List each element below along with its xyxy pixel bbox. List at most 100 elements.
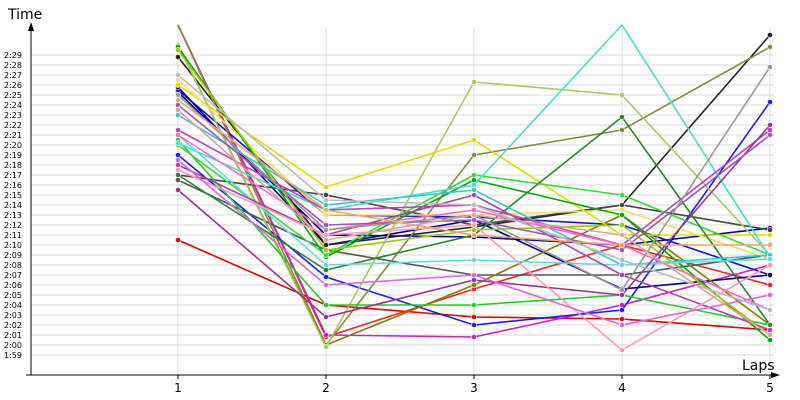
data-point xyxy=(175,157,181,163)
data-point xyxy=(767,322,773,328)
data-point xyxy=(175,97,181,103)
data-point xyxy=(767,337,773,343)
y-tick-label: 2:29 xyxy=(4,51,22,60)
data-point xyxy=(619,262,625,268)
data-point xyxy=(175,54,181,60)
data-point xyxy=(175,107,181,113)
y-tick-label: 2:28 xyxy=(4,61,22,70)
data-point xyxy=(175,177,181,183)
y-tick-label: 2:09 xyxy=(4,251,22,260)
data-point xyxy=(619,316,625,322)
data-point xyxy=(619,292,625,298)
data-point xyxy=(323,267,329,273)
data-point xyxy=(175,152,181,158)
data-point xyxy=(471,314,477,320)
y-axis-title: Time xyxy=(7,7,42,23)
data-point xyxy=(619,307,625,313)
data-point xyxy=(471,207,477,213)
y-tick-label: 2:15 xyxy=(4,191,22,200)
series-layer xyxy=(175,24,773,353)
data-point xyxy=(323,197,329,203)
y-axis-arrow xyxy=(28,22,34,31)
data-point xyxy=(175,92,181,98)
y-tick-label: 2:02 xyxy=(4,321,22,330)
data-point xyxy=(767,256,773,262)
axes-layer: Time Laps xyxy=(7,7,780,378)
data-point xyxy=(175,172,181,178)
data-point xyxy=(619,247,625,253)
data-point xyxy=(619,92,625,98)
data-point xyxy=(323,227,329,233)
y-tick-label: 2:14 xyxy=(4,201,22,210)
data-point xyxy=(767,292,773,298)
data-point xyxy=(471,282,477,288)
data-point xyxy=(619,114,625,120)
series-34 xyxy=(175,107,773,338)
data-point xyxy=(175,72,181,78)
data-point xyxy=(767,307,773,313)
data-point xyxy=(323,282,329,288)
data-point xyxy=(471,187,477,193)
data-point xyxy=(767,242,773,248)
data-point xyxy=(619,272,625,278)
data-point xyxy=(471,257,477,263)
data-point xyxy=(471,79,477,85)
data-point xyxy=(323,274,329,280)
data-point xyxy=(471,232,477,238)
series-4 xyxy=(175,99,773,328)
data-point xyxy=(323,262,329,268)
data-point xyxy=(323,332,329,338)
y-tick-label: 2:03 xyxy=(4,311,22,320)
data-point xyxy=(767,44,773,50)
data-point xyxy=(767,272,773,278)
y-tick-label: 2:24 xyxy=(4,101,22,110)
x-tick-label: 4 xyxy=(618,381,626,395)
data-point xyxy=(323,252,329,258)
data-point xyxy=(471,302,477,308)
data-point xyxy=(471,227,477,233)
data-point xyxy=(767,332,773,338)
data-point xyxy=(323,212,329,218)
data-point xyxy=(323,192,329,198)
data-point xyxy=(323,344,329,350)
y-tick-label: 2:26 xyxy=(4,81,22,90)
x-tick-label: 3 xyxy=(470,381,478,395)
data-point xyxy=(323,314,329,320)
data-point xyxy=(323,184,329,190)
data-point xyxy=(619,232,625,238)
series-28 xyxy=(175,167,773,353)
data-point xyxy=(767,227,773,233)
data-point xyxy=(471,192,477,198)
data-point xyxy=(471,172,477,178)
data-point xyxy=(175,187,181,193)
data-point xyxy=(323,222,329,228)
data-point xyxy=(175,237,181,243)
data-point xyxy=(471,137,477,143)
y-tick-label: 2:17 xyxy=(4,171,22,180)
y-tick-label: 2:08 xyxy=(4,261,22,270)
data-point xyxy=(323,302,329,308)
x-tick-label: 2 xyxy=(322,381,330,395)
y-tick-label: 2:07 xyxy=(4,271,22,280)
data-point xyxy=(767,282,773,288)
data-point xyxy=(175,132,181,138)
data-point xyxy=(471,152,477,158)
series-29 xyxy=(175,157,773,328)
y-tick-labels: 1:592:002:012:022:032:042:052:062:072:08… xyxy=(4,51,22,360)
data-point xyxy=(767,32,773,38)
data-point xyxy=(471,217,477,223)
x-tick-labels: 1 2 3 4 5 xyxy=(174,381,774,395)
data-point xyxy=(323,237,329,243)
y-tick-label: 2:23 xyxy=(4,111,22,120)
data-point xyxy=(619,202,625,208)
data-point xyxy=(767,327,773,333)
data-point xyxy=(471,212,477,218)
data-point xyxy=(767,132,773,138)
y-tick-label: 2:01 xyxy=(4,331,22,340)
series-25 xyxy=(175,122,773,320)
y-tick-label: 2:27 xyxy=(4,71,22,80)
data-point xyxy=(471,202,477,208)
data-point xyxy=(471,182,477,188)
x-axis-arrow xyxy=(771,372,780,378)
